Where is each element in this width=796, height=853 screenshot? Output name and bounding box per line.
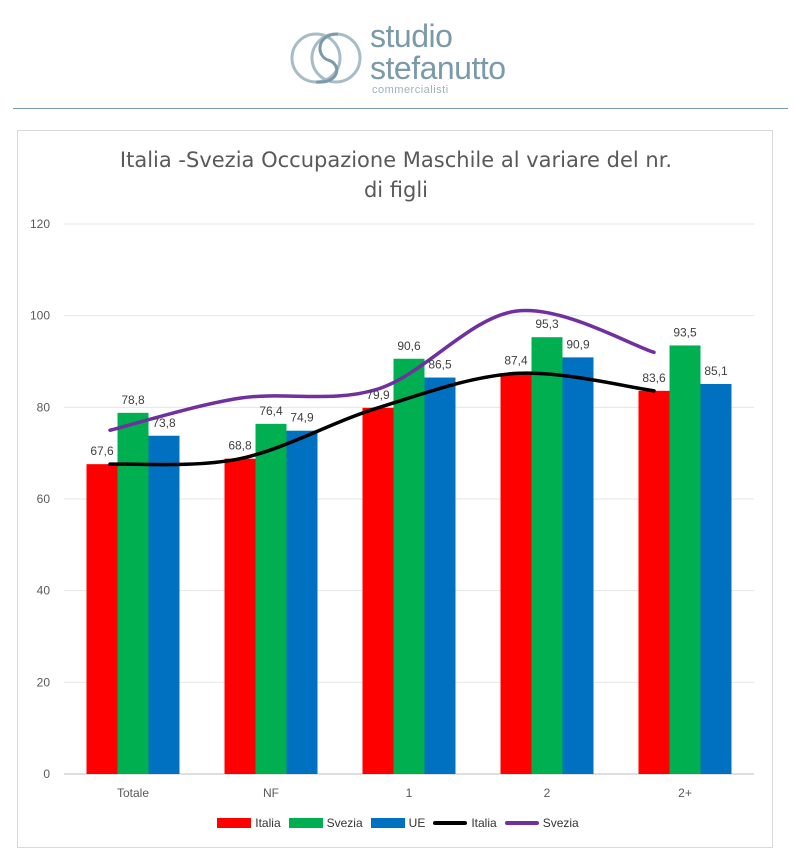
y-tick-label: 120 xyxy=(30,217,50,231)
legend-swatch xyxy=(370,818,405,828)
chart-legend: Italia Svezia UE Italia Svezia xyxy=(0,816,796,830)
data-label: 95,3 xyxy=(535,317,559,331)
data-label: 79,9 xyxy=(366,388,390,402)
legend-item-italia: Italia xyxy=(433,816,497,830)
logo-icon xyxy=(290,32,362,84)
bar-svezia xyxy=(531,337,563,774)
legend-item-italia: Italia xyxy=(217,816,281,830)
data-label: 90,6 xyxy=(397,339,421,353)
legend-item-svezia: Svezia xyxy=(504,816,579,830)
x-tick-label: 2 xyxy=(544,786,551,800)
trendline-italia xyxy=(108,371,656,467)
x-tick-label: 1 xyxy=(406,786,413,800)
bar-ue xyxy=(424,377,456,774)
bar-ue xyxy=(562,357,594,774)
header: studio stefanutto commercialisti xyxy=(0,0,796,110)
legend-swatch xyxy=(504,821,539,825)
data-label: 93,5 xyxy=(673,325,697,339)
data-label: 68,8 xyxy=(228,439,252,453)
bar-italia xyxy=(86,464,118,774)
data-label: 76,4 xyxy=(259,404,283,418)
bar-italia xyxy=(362,407,394,774)
data-label: 74,9 xyxy=(290,411,314,425)
header-divider xyxy=(13,108,788,109)
legend-swatch xyxy=(217,818,252,828)
y-tick-label: 0 xyxy=(43,767,50,781)
bar-svezia xyxy=(255,423,287,774)
data-label: 86,5 xyxy=(428,358,452,372)
data-label: 87,4 xyxy=(504,353,528,367)
bar-svezia xyxy=(669,345,701,774)
legend-item-ue: UE xyxy=(370,816,426,830)
x-tick-label: 2+ xyxy=(678,786,692,800)
chart-title-text: Italia -Svezia Occupazione Maschile al v… xyxy=(120,148,672,202)
bar-ue xyxy=(700,383,732,774)
data-label: 85,1 xyxy=(704,364,728,378)
legend-label: Svezia xyxy=(542,816,579,830)
legend-label: UE xyxy=(408,816,426,830)
chart-title: Italia -Svezia Occupazione Maschile al v… xyxy=(18,145,774,205)
chart-title-line2: di figli xyxy=(363,178,429,202)
trendline-svezia xyxy=(108,308,656,432)
bar-italia xyxy=(638,390,670,774)
y-tick-label: 100 xyxy=(30,309,50,323)
bar-ue xyxy=(148,435,180,774)
x-tick-label: NF xyxy=(263,786,279,800)
data-label: 73,8 xyxy=(152,416,176,430)
legend-swatch xyxy=(433,821,468,825)
data-label: 67,6 xyxy=(90,444,114,458)
bar-svezia xyxy=(393,358,425,774)
legend-swatch xyxy=(288,818,323,828)
legend-label: Italia xyxy=(471,816,497,830)
data-label: 78,8 xyxy=(121,393,145,407)
data-label: 90,9 xyxy=(566,337,590,351)
brand-name-line1: studio xyxy=(370,18,453,54)
legend-label: Italia xyxy=(255,816,281,830)
legend-item-svezia: Svezia xyxy=(288,816,363,830)
brand-name-line2: stefanutto xyxy=(370,50,506,86)
data-label: 83,6 xyxy=(642,371,666,385)
y-tick-label: 40 xyxy=(37,584,51,598)
brand-tagline: commercialisti xyxy=(372,84,449,96)
bar-italia xyxy=(500,373,532,774)
y-tick-label: 60 xyxy=(37,492,51,506)
y-tick-label: 20 xyxy=(37,675,51,689)
x-tick-label: Totale xyxy=(117,786,149,800)
bar-ue xyxy=(286,430,318,774)
bar-svezia xyxy=(117,412,149,774)
chart-title-line1: Italia -Svezia Occupazione Maschile al v… xyxy=(119,148,673,172)
y-tick-label: 80 xyxy=(37,400,51,414)
bar-italia xyxy=(224,458,256,774)
legend-label: Svezia xyxy=(326,816,363,830)
